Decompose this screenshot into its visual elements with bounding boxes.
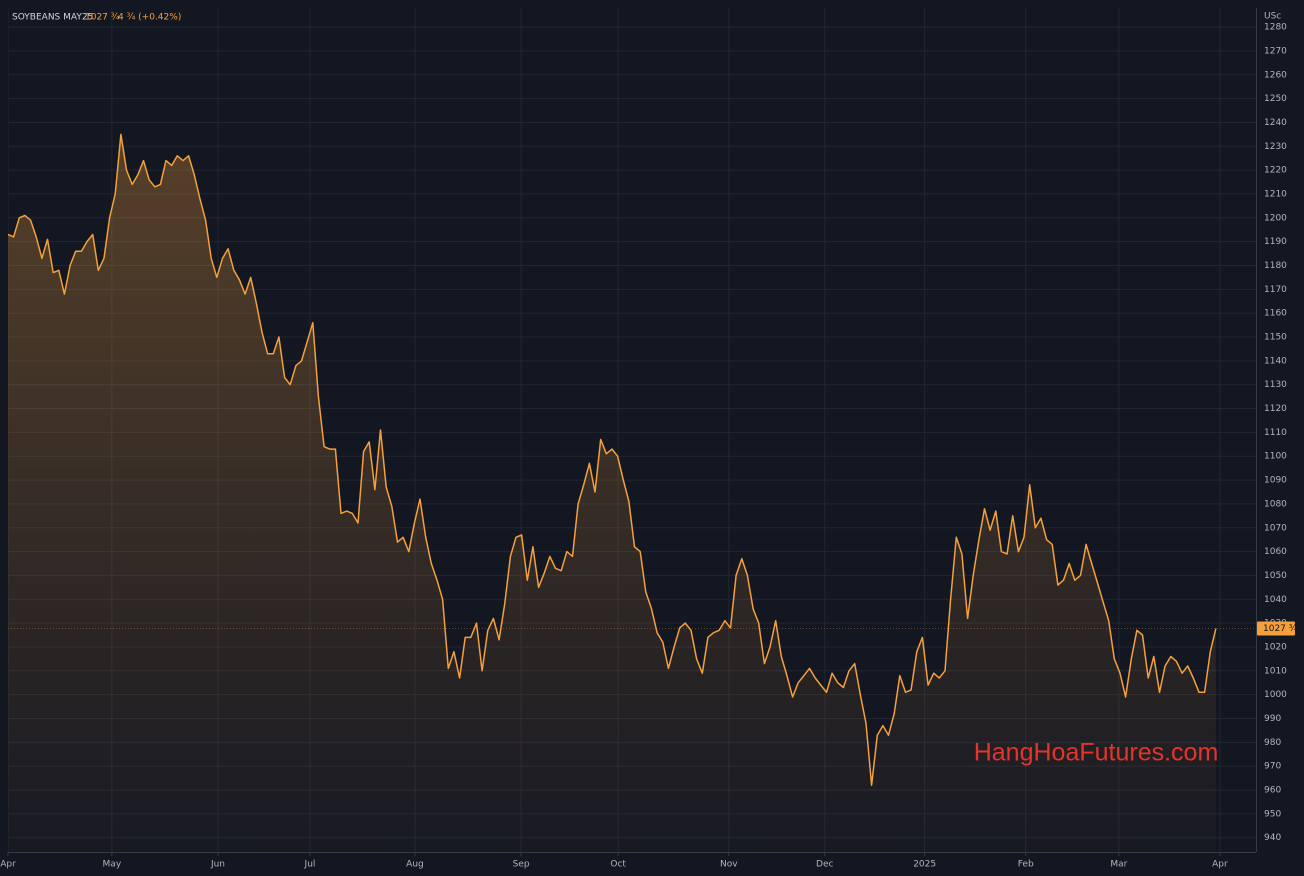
y-tick-label: 1250 — [1264, 94, 1287, 104]
x-tick-label: Nov — [720, 860, 738, 870]
y-tick-label: 940 — [1264, 833, 1281, 843]
y-tick-label: 1000 — [1264, 690, 1287, 700]
y-tick-label: 1270 — [1264, 46, 1287, 56]
y-tick-label: 1160 — [1264, 309, 1287, 319]
y-tick-label: 1220 — [1264, 166, 1287, 176]
y-tick-label: 1040 — [1264, 595, 1287, 605]
x-tick-label: Mar — [1110, 860, 1127, 870]
y-tick-label: 970 — [1264, 762, 1281, 772]
x-tick-label: Jul — [304, 860, 316, 870]
y-tick-label: 1120 — [1264, 404, 1287, 414]
y-tick-label: 1210 — [1264, 189, 1287, 199]
x-tick-label: Oct — [610, 860, 626, 870]
y-tick-label: 950 — [1264, 809, 1281, 819]
x-tick-label: Jun — [210, 860, 225, 870]
y-tick-label: 1130 — [1264, 380, 1287, 390]
y-tick-label: 1230 — [1264, 142, 1287, 152]
plot-area — [8, 133, 1256, 852]
symbol: SOYBEANS MAY25 — [12, 13, 93, 23]
y-tick-label: 1010 — [1264, 666, 1287, 676]
y-tick-label: 1070 — [1264, 523, 1287, 533]
axes: 9409509609709809901000101010201030104010… — [0, 23, 1298, 870]
y-tick-label: 1150 — [1264, 333, 1287, 343]
last-price-tag-label: 1027 ¾ — [1263, 624, 1298, 634]
last-price-tag — [1257, 621, 1295, 636]
y-tick-label: 980 — [1264, 738, 1281, 748]
last-price: 1027 ¾ — [85, 13, 120, 23]
y-tick-label: 1080 — [1264, 499, 1287, 509]
y-tick-label: 990 — [1264, 714, 1281, 724]
y-tick-label: 1090 — [1264, 476, 1287, 486]
x-tick-label: Apr — [1212, 860, 1228, 870]
y-tick-label: 1050 — [1264, 571, 1287, 581]
x-tick-label: 2025 — [913, 860, 936, 870]
y-tick-label: 1260 — [1264, 70, 1287, 80]
y-tick-label: 1240 — [1264, 118, 1287, 128]
y-tick-label: 1060 — [1264, 547, 1287, 557]
x-tick-label: Apr — [0, 860, 16, 870]
watermark: HangHoaFutures.com — [974, 739, 1219, 767]
y-tick-label: 960 — [1264, 786, 1281, 796]
y-tick-label: 1280 — [1264, 23, 1287, 33]
x-tick-label: Feb — [1018, 860, 1034, 870]
y-tick-label: 1020 — [1264, 642, 1287, 652]
y-tick-label: 1110 — [1264, 428, 1287, 438]
x-tick-label: Dec — [816, 860, 833, 870]
y-tick-label: 1190 — [1264, 237, 1287, 247]
y-tick-label: 1180 — [1264, 261, 1287, 271]
unit-label: USc — [1264, 12, 1281, 22]
x-tick-label: Aug — [406, 860, 424, 870]
x-tick-label: May — [103, 860, 122, 870]
y-tick-label: 1170 — [1264, 285, 1287, 295]
price-line — [8, 133, 1217, 786]
y-tick-label: 1200 — [1264, 213, 1287, 223]
x-tick-label: Sep — [513, 860, 530, 870]
price-change: 4 ¾ (+0.42%) — [118, 13, 181, 23]
y-tick-label: 1140 — [1264, 356, 1287, 366]
y-tick-label: 1100 — [1264, 452, 1287, 462]
